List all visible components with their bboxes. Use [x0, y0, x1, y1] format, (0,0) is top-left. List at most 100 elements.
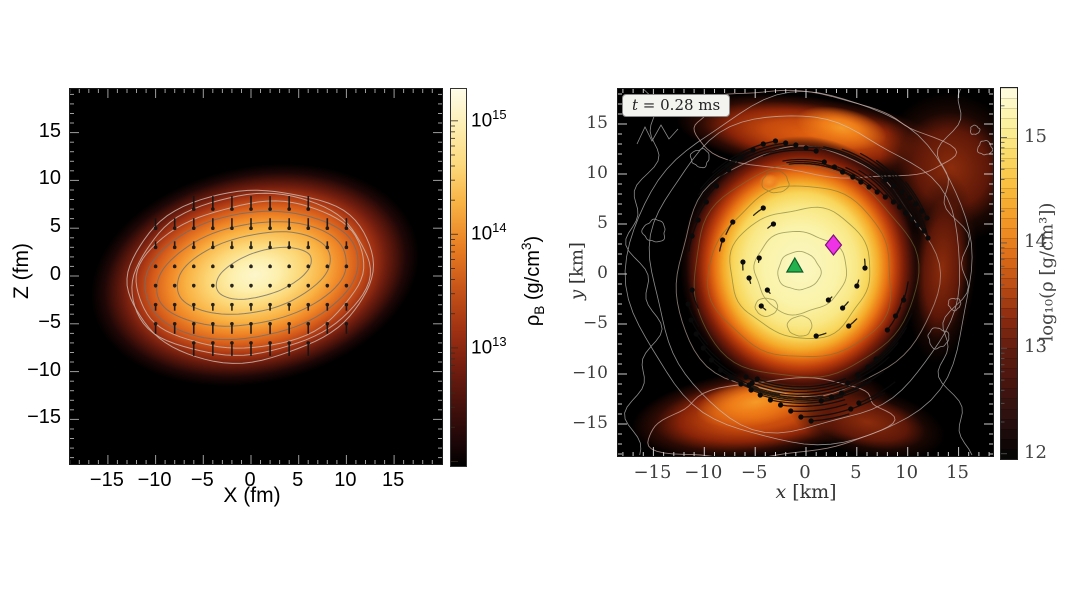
right-colorbar-bands	[1001, 88, 1017, 459]
left-plot-overlay	[70, 89, 442, 464]
colorbar-band	[1001, 168, 1017, 179]
right-y-tick-label: −15	[572, 413, 608, 433]
colorbar-band	[1001, 88, 1017, 99]
right-x-tick-label: −10	[684, 462, 723, 483]
right-x-tick-label: 5	[850, 462, 862, 483]
left-x-axis-label: X (fm)	[223, 484, 281, 507]
colorbar-band	[1001, 448, 1017, 459]
colorbar-band	[1001, 138, 1017, 149]
colorbar-band	[1001, 438, 1017, 449]
left-x-tick-label: −10	[137, 469, 172, 491]
colorbar-band	[1001, 368, 1017, 379]
left-x-tick-label: 15	[381, 469, 405, 491]
left-y-tick-label: −15	[27, 406, 61, 429]
right-x-axis-label: x [km]	[775, 481, 837, 503]
colorbar-band	[1001, 198, 1017, 209]
right-x-tick-label: 10	[895, 462, 919, 483]
left-x-tick-label: 10	[334, 469, 357, 491]
timestamp-badge: t = 0.28 ms	[622, 94, 731, 117]
exterior-contours	[624, 89, 993, 456]
left-y-tick-label: 15	[38, 119, 61, 142]
right-colorbar	[1000, 87, 1018, 460]
velocity-arrow-grid	[153, 196, 349, 356]
left-y-tick-label: 5	[49, 215, 61, 238]
colorbar-band	[1001, 298, 1017, 309]
colorbar-band	[1001, 188, 1017, 199]
right-plot-area	[617, 88, 994, 457]
colorbar-band	[1001, 318, 1017, 329]
colorbar-band	[1001, 248, 1017, 259]
colorbar-band	[1001, 358, 1017, 369]
axis-ticks	[618, 89, 993, 456]
right-y-tick-label: −5	[582, 313, 608, 333]
left-colorbar-tick-label: 1015	[471, 106, 507, 132]
right-plot-overlay	[618, 89, 993, 456]
right-x-tick-label: −5	[740, 462, 768, 483]
right-x-tick-label: 15	[946, 462, 969, 483]
left-x-tick-label: −5	[190, 469, 214, 491]
left-colorbar-ticks	[451, 120, 458, 462]
colorbar-band	[1001, 218, 1017, 229]
colorbar-tick-marks	[1001, 105, 1007, 455]
colorbar-band	[1001, 428, 1017, 439]
colorbar-band	[1001, 338, 1017, 349]
colorbar-band	[1001, 128, 1017, 139]
core-contours	[693, 163, 920, 378]
tracer-particles	[685, 138, 931, 424]
colorbar-band	[1001, 268, 1017, 279]
colorbar-band	[1001, 158, 1017, 169]
colorbar-band	[1001, 238, 1017, 249]
colorbar-band	[1001, 288, 1017, 299]
colorbar-band	[1001, 418, 1017, 429]
colorbar-band	[1001, 378, 1017, 389]
left-x-tick-label: 0	[244, 469, 256, 491]
right-y-tick-label: 15	[586, 113, 608, 133]
left-y-tick-label: −5	[38, 310, 61, 333]
axis-ticks	[70, 89, 442, 464]
right-colorbar-tick-label: 12	[1024, 441, 1047, 463]
right-colorbar-tick-label: 13	[1024, 336, 1047, 358]
diamond-marker	[824, 234, 843, 256]
colorbar-band	[1001, 308, 1017, 319]
colorbar-band	[1001, 228, 1017, 239]
right-x-tick-label: 0	[799, 462, 811, 483]
density-contours	[126, 189, 375, 364]
colorbar-band	[1001, 328, 1017, 339]
right-colorbar-label: log₁₀(ρ [g/cm³])	[1036, 202, 1058, 342]
right-x-tick-label: −15	[633, 462, 672, 483]
right-colorbar-ticks	[1001, 105, 1007, 455]
right-y-tick-label: 5	[597, 213, 608, 233]
left-x-tick-label: −15	[89, 469, 124, 491]
left-y-tick-label: 10	[38, 167, 61, 190]
colorbar-band	[1001, 208, 1017, 219]
right-y-tick-label: −10	[572, 363, 608, 383]
tracer-trails	[687, 140, 929, 422]
left-y-tick-label: 0	[49, 263, 61, 285]
colorbar-band	[1001, 258, 1017, 269]
right-y-tick-label: 10	[586, 163, 608, 183]
tracked-markers	[785, 234, 843, 273]
left-plot-area	[69, 88, 443, 465]
colorbar-band	[1001, 178, 1017, 189]
left-colorbar-tick-label: 1014	[471, 220, 507, 245]
density-blob-core-7	[679, 136, 922, 396]
triangle-marker	[785, 256, 804, 273]
left-colorbar	[450, 88, 467, 467]
colorbar-band	[1001, 278, 1017, 289]
right-colorbar-tick-label: 15	[1024, 125, 1047, 147]
left-y-tick-label: −10	[27, 358, 61, 381]
density-blob-spot-8	[759, 174, 780, 190]
colorbar-band	[1001, 118, 1017, 129]
right-colorbar-tick-label: 14	[1024, 230, 1047, 252]
left-colorbar-tick-label: 1013	[471, 333, 507, 359]
colorbar-band	[1001, 398, 1017, 409]
colorbar-band	[1001, 408, 1017, 419]
colorbar-band	[1001, 388, 1017, 399]
colorbar-band	[1001, 148, 1017, 159]
colorbar-band	[1001, 98, 1017, 109]
left-x-tick-label: 5	[292, 469, 304, 491]
colorbar-tick-marks	[451, 120, 458, 462]
colorbar-band	[1001, 348, 1017, 359]
colorbar-band	[1001, 108, 1017, 119]
